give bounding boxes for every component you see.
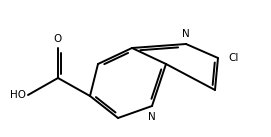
Text: O: O: [54, 34, 62, 44]
Text: Cl: Cl: [228, 53, 238, 63]
Text: HO: HO: [10, 90, 26, 100]
Text: N: N: [148, 112, 156, 122]
Text: N: N: [182, 29, 190, 39]
